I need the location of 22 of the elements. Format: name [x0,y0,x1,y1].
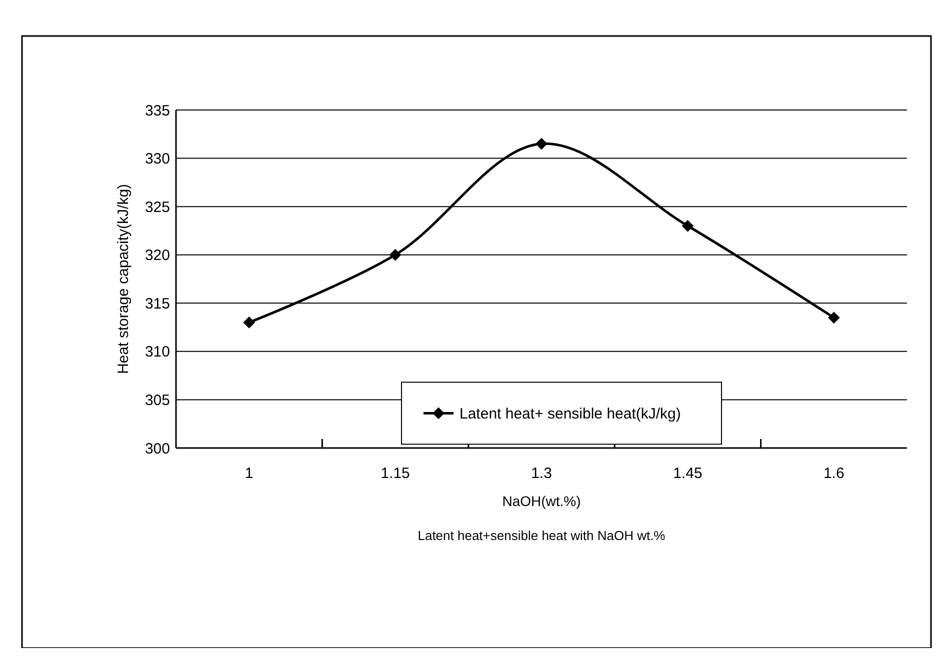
y-tick-label: 325 [144,198,170,216]
point [389,248,402,261]
x-tick-label: 1.6 [823,465,844,482]
x-tick-label: 1.3 [531,465,552,482]
y-tick-label: 335 [144,102,170,120]
y-tick-label: 305 [144,392,170,409]
y-axis-title: Heat storage capacity(kJ/kg) [115,184,132,374]
y-tick-label: 300 [144,440,170,458]
y-tick-label: 310 [144,344,170,361]
x-axis-title: NaOH(wt.%) [502,493,581,509]
text: Latent heat+sensible heat with NaOH wt.% [418,528,666,543]
y-tick-label: 320 [144,247,170,264]
legend-label: Latent heat+ sensible heat(kJ/kg) [460,405,681,422]
point [682,220,694,232]
y-tick-label: 330 [144,150,170,168]
point [536,138,548,150]
point [243,316,256,328]
x-tick-label: 1.45 [673,465,702,482]
point [828,312,840,324]
y-tick-label: 315 [144,295,170,312]
x-tick-label: 1 [244,465,254,482]
x-tick-label: 1.15 [380,465,410,482]
